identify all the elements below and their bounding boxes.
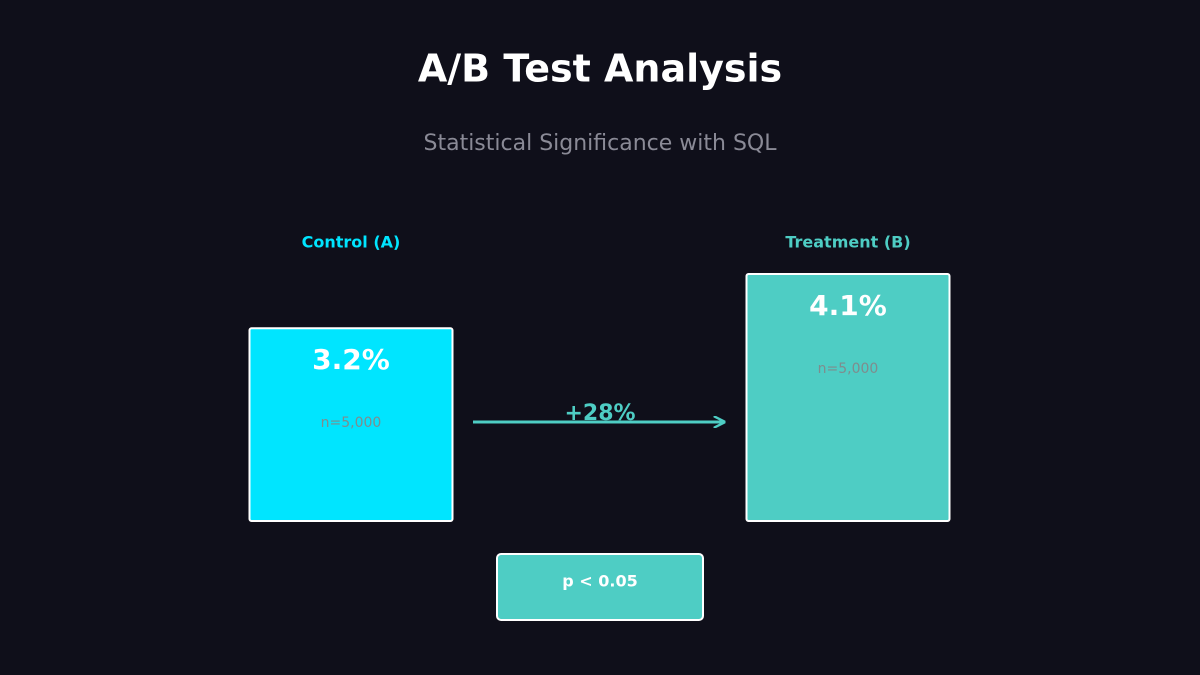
value-label: 4.1% — [809, 289, 887, 322]
significance-label: p < 0.05 — [562, 572, 637, 591]
chart-subtitle: Statistical Significance with SQL — [424, 131, 778, 156]
lift-label: +28% — [564, 401, 635, 426]
sample-label: n=5,000 — [321, 415, 382, 431]
category-label: Treatment (B) — [785, 233, 910, 252]
significance-box — [496, 553, 704, 621]
category-label: Control (A) — [302, 233, 401, 252]
chart-title: A/B Test Analysis — [418, 47, 782, 91]
bar — [248, 327, 454, 522]
value-label: 3.2% — [312, 343, 390, 376]
bar — [745, 273, 951, 522]
sample-label: n=5,000 — [818, 361, 879, 377]
